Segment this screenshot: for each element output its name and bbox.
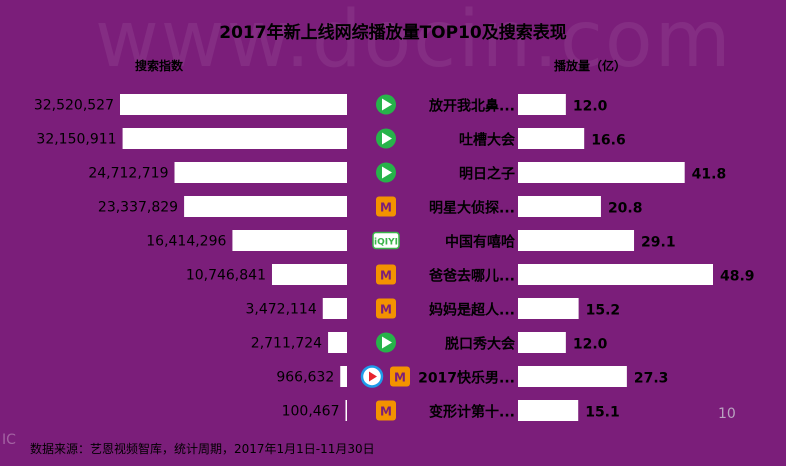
category-label: 放开我北鼻... xyxy=(428,98,515,115)
svg-text:M: M xyxy=(380,269,392,283)
category-label: 妈妈是超人... xyxy=(429,302,515,319)
right-bar xyxy=(518,400,579,421)
left-bar xyxy=(184,196,347,217)
category-label: 明星大侦探... xyxy=(429,200,515,217)
left-value-label: 966,632 xyxy=(276,370,334,386)
left-value-label: 32,520,527 xyxy=(34,98,114,114)
svg-text:iQIYI: iQIYI xyxy=(374,238,398,248)
mango-tv-icon: M xyxy=(376,196,396,217)
left-bar xyxy=(122,128,348,149)
left-bar xyxy=(271,264,347,285)
right-value-label: 12.0 xyxy=(573,337,608,353)
category-label: 变形计第十... xyxy=(429,404,515,421)
category-label: 爸爸去哪儿... xyxy=(428,268,515,285)
tencent-video-icon xyxy=(376,332,396,353)
left-bar xyxy=(328,332,347,353)
right-value-label: 15.1 xyxy=(585,405,620,421)
right-value-label: 16.6 xyxy=(591,133,626,149)
watermark: www.docin.com xyxy=(95,0,733,85)
category-label: 脱口秀大会 xyxy=(445,336,516,353)
left-bar xyxy=(120,94,347,115)
youku-icon xyxy=(360,365,384,388)
mango-tv-icon: M xyxy=(390,366,410,387)
right-bar xyxy=(518,230,635,251)
category-label: 吐槽大会 xyxy=(459,132,516,149)
left-value-label: 32,150,911 xyxy=(36,132,116,148)
right-bar xyxy=(518,264,713,285)
right-bar xyxy=(518,298,579,319)
tencent-video-icon xyxy=(376,94,396,115)
page-number: 10 xyxy=(718,406,736,422)
side-logo-mark: IC xyxy=(2,432,16,448)
left-value-label: 23,337,829 xyxy=(98,200,178,216)
right-value-label: 29.1 xyxy=(641,235,676,251)
category-label: 明日之子 xyxy=(459,166,515,183)
right-bar xyxy=(518,128,585,149)
right-bar xyxy=(518,332,566,353)
category-label: 中国有嘻哈 xyxy=(445,234,515,251)
left-bar xyxy=(232,230,347,251)
left-value-label: 3,472,114 xyxy=(245,302,316,318)
iqiyi-icon: iQIYI xyxy=(372,231,400,250)
left-value-label: 10,746,841 xyxy=(186,268,266,284)
right-bar xyxy=(518,162,685,183)
right-bar xyxy=(518,94,566,115)
left-value-label: 2,711,724 xyxy=(251,336,322,352)
right-value-label: 15.2 xyxy=(586,303,621,319)
left-value-label: 100,467 xyxy=(282,404,340,420)
mango-tv-icon: M xyxy=(376,400,396,421)
left-bar xyxy=(322,298,347,319)
svg-text:M: M xyxy=(380,405,392,419)
mango-tv-icon: M xyxy=(376,264,396,285)
tencent-video-icon xyxy=(376,128,396,149)
left-bar xyxy=(340,366,347,387)
svg-text:M: M xyxy=(380,201,392,215)
right-bar xyxy=(518,196,601,217)
left-axis-header: 搜索指数 xyxy=(135,59,184,73)
right-bar xyxy=(518,366,627,387)
svg-text:M: M xyxy=(394,371,406,385)
left-bar xyxy=(345,400,347,421)
left-value-label: 16,414,296 xyxy=(146,234,226,250)
right-value-label: 12.0 xyxy=(573,99,608,115)
category-label: 2017快乐男... xyxy=(418,370,515,387)
svg-text:M: M xyxy=(380,303,392,317)
left-value-label: 24,712,719 xyxy=(88,166,168,182)
mango-tv-icon: M xyxy=(376,298,396,319)
right-value-label: 48.9 xyxy=(720,269,755,285)
right-value-label: 20.8 xyxy=(608,201,643,217)
tencent-video-icon xyxy=(376,162,396,183)
source-footer: 数据来源：艺恩视频智库，统计周期，2017年1月1日-11月30日 xyxy=(30,442,375,456)
right-value-label: 41.8 xyxy=(692,167,727,183)
right-value-label: 27.3 xyxy=(634,371,669,387)
left-bar xyxy=(174,162,347,183)
chart-title: 2017年新上线网综播放量TOP10及搜索表现 xyxy=(219,23,567,43)
right-axis-header: 播放量（亿） xyxy=(554,59,627,73)
